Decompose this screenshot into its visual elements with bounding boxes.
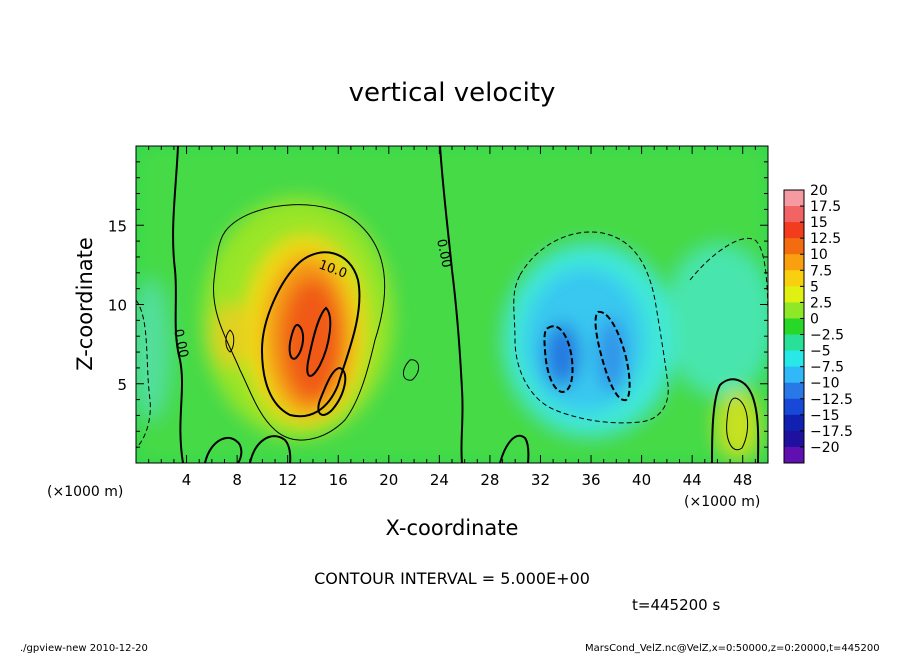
x-tick-label: 16	[329, 471, 348, 489]
colorbar-swatch	[784, 414, 804, 432]
colorbar-swatch	[784, 270, 804, 287]
colorbar-label: 12.5	[810, 231, 841, 247]
colorbar-label: 7.5	[810, 263, 832, 279]
colorbar-label: 10	[810, 247, 828, 263]
contour-zero-lobe-2	[249, 435, 292, 463]
colorbar-swatch	[784, 286, 804, 303]
field-downdraft-east-core	[598, 317, 626, 393]
contour-5-small	[403, 359, 419, 381]
contour-15-c	[317, 366, 347, 416]
colorbar-swatch	[784, 350, 804, 368]
contour-zero-middle	[439, 146, 464, 463]
colorbar-label: 17.5	[810, 199, 841, 215]
colorbar-label: −20	[810, 440, 840, 456]
field-downdraft-west-core	[544, 323, 580, 387]
y-axis: 5 10 15	[108, 161, 768, 448]
x-tick-label: 40	[632, 471, 651, 489]
colorbar-swatch	[784, 254, 804, 271]
contour-zero-east	[711, 378, 760, 463]
y-tick-label: 10	[108, 297, 127, 315]
contour-label-zero-left: 0.00	[170, 328, 191, 359]
x-tick-label: 24	[430, 471, 449, 489]
colorbar-label: −12.5	[810, 392, 853, 408]
plot-area: 10.0 0.00 0.00	[136, 146, 768, 463]
x-tick-label: 36	[581, 471, 600, 489]
colorbar-label: 0	[810, 311, 819, 327]
color-field	[136, 146, 768, 463]
field-side-updraft	[212, 303, 248, 367]
x-tick-label: 48	[733, 471, 752, 489]
y-tick-label: 15	[108, 217, 127, 235]
colorbar: 2017.51512.5107.552.50−2.5−5−7.5−10−12.5…	[783, 183, 853, 464]
x-tick-label: 20	[379, 471, 398, 489]
colorbar-swatch	[784, 190, 804, 207]
footer-right: MarsCond_VelZ.nc@VelZ,x=0:50000,z=0:2000…	[585, 643, 880, 654]
field-east-downdraft	[665, 245, 768, 395]
contour-interval: CONTOUR INTERVAL = 5.000E+00	[314, 569, 590, 588]
colorbar-swatch	[784, 430, 804, 448]
colorbar-swatch	[784, 398, 804, 416]
contour-neg5-east	[689, 238, 768, 331]
contour-neg5-main	[513, 231, 669, 424]
colorbar-frame	[783, 189, 805, 464]
colorbar-label: 2.5	[810, 295, 832, 311]
x-tick-label: 44	[683, 471, 702, 489]
colorbar-label: 15	[810, 215, 828, 231]
colorbar-swatch	[784, 366, 804, 384]
colorbar-label: −10	[810, 376, 840, 392]
contour-zero-left	[172, 146, 184, 463]
contour-neg5-west-edge	[136, 299, 151, 449]
colorbar-swatch	[784, 238, 804, 255]
x-unit-right: (×1000 m)	[684, 494, 760, 510]
colorbar-swatch	[784, 382, 804, 400]
colorbar-label: −2.5	[810, 328, 844, 344]
field-left-edge	[136, 280, 170, 420]
time-label: t=445200 s	[632, 596, 720, 614]
colorbar-swatch	[784, 334, 804, 352]
contour-5-side	[225, 329, 235, 353]
contour-5-outer	[212, 204, 386, 441]
colorbar-swatch	[784, 446, 804, 464]
y-axis-label: Z-coordinate	[73, 237, 97, 371]
x-unit-left: (×1000 m)	[47, 484, 123, 500]
contour-5-east	[726, 397, 749, 451]
field-east-updraft	[716, 390, 760, 460]
x-tick-label: 4	[182, 471, 192, 489]
contour-zero-lobe-1	[204, 437, 243, 463]
x-tick-label: 32	[531, 471, 550, 489]
contour-15-a	[306, 306, 332, 377]
y-tick-label: 5	[117, 376, 127, 394]
colorbar-swatch	[784, 318, 804, 336]
colorbar-label: −17.5	[810, 424, 853, 440]
colorbar-swatch	[784, 206, 804, 223]
field-downdraft-mid	[525, 268, 645, 412]
contours	[136, 146, 768, 463]
colorbar-label: 20	[810, 183, 828, 199]
contour-15-b	[288, 323, 304, 360]
x-tick-label: 12	[278, 471, 297, 489]
colorbar-label: −7.5	[810, 360, 844, 376]
chart-title: vertical velocity	[349, 78, 556, 108]
contour-neg10-west	[543, 325, 574, 394]
colorbar-label: 5	[810, 279, 819, 295]
colorbar-label: −5	[810, 344, 831, 360]
contour-label-zero-middle: 0.00	[433, 238, 454, 269]
footer-left: ./gpview-new 2010-12-20	[20, 643, 148, 654]
colorbar-swatch	[784, 302, 804, 319]
colorbar-swatch	[784, 222, 804, 239]
x-tick-label: 8	[232, 471, 242, 489]
colorbar-label: −15	[810, 408, 840, 424]
x-axis: 4 8 12 16 20 24 28 32 36 40 44 48	[148, 146, 756, 489]
x-tick-label: 28	[480, 471, 499, 489]
contour-10	[260, 251, 361, 418]
x-axis-label: X-coordinate	[386, 516, 519, 540]
contour-neg10-east	[594, 310, 631, 402]
